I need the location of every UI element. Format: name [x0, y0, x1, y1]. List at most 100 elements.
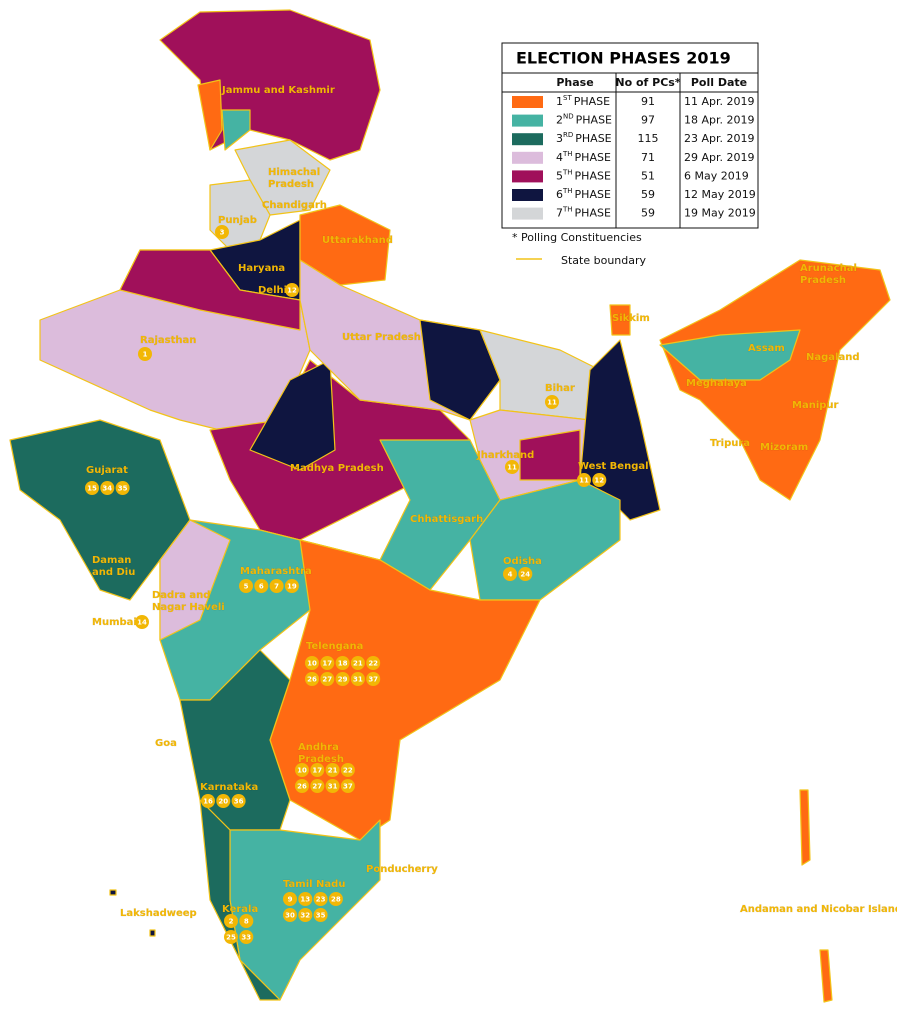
badge: [295, 763, 309, 777]
badge-number: 26: [297, 783, 307, 791]
badge-number: 28: [331, 896, 341, 904]
legend-swatch: [512, 133, 543, 146]
badge: [295, 779, 309, 793]
region: [609, 304, 631, 336]
badge: [366, 672, 381, 686]
badge: [310, 779, 325, 793]
badge-number: 31: [353, 676, 363, 684]
state-label: Arunachal: [800, 263, 857, 274]
legend-box: [501, 42, 759, 229]
state-label: Bihar: [545, 383, 575, 394]
pcs-count: 71: [641, 151, 655, 164]
badge-number: 11: [579, 477, 589, 485]
phase-word: PHASE: [574, 95, 610, 108]
region: [159, 519, 231, 641]
region: [659, 329, 801, 381]
phase-sup: TH: [562, 150, 573, 158]
badge: [577, 473, 591, 487]
badge: [335, 672, 350, 686]
state-label: Nagar Haveli: [152, 602, 225, 613]
phase-label: 5TH PHASE: [556, 168, 611, 182]
badge-number: 5: [244, 583, 249, 591]
state-label: Nagaland: [806, 352, 859, 363]
state-label: Dadra and: [152, 590, 210, 601]
state-label: Sikkim: [612, 313, 650, 324]
badge: [231, 794, 246, 808]
poll-date: 18 Apr. 2019: [684, 114, 755, 127]
badge-number: 1: [143, 351, 148, 359]
badge: [100, 481, 115, 495]
badge-number: 31: [328, 783, 338, 791]
region: [199, 799, 281, 1001]
india-map: [9, 9, 891, 1003]
badge-number: 22: [343, 767, 353, 775]
state-label: Tripura: [710, 438, 750, 449]
legend-header: No of PCs*: [615, 76, 680, 89]
state-label: Kerala: [222, 904, 258, 915]
badge: [216, 794, 231, 808]
state-label: Manipur: [792, 400, 839, 411]
badge-number: 32: [300, 912, 310, 920]
state-label: Rajasthan: [140, 335, 196, 346]
phase-number: 3: [556, 132, 563, 145]
phase-label: 3RD PHASE: [556, 131, 612, 145]
state-label: Uttar Pradesh: [342, 332, 421, 343]
region: [221, 109, 251, 151]
badge: [201, 794, 215, 808]
state-label: Pradesh: [268, 179, 314, 190]
badge-number: 13: [300, 896, 310, 904]
legend-swatch: [512, 96, 543, 108]
pcs-count: 115: [638, 132, 659, 145]
legend-swatch: [512, 114, 543, 127]
region: [379, 439, 501, 591]
phase-number: 6: [556, 188, 563, 201]
badge: [135, 615, 149, 629]
badge: [138, 347, 152, 361]
badge: [320, 656, 335, 670]
badge: [254, 579, 269, 593]
badge: [305, 656, 319, 670]
phase-sup: TH: [562, 187, 573, 195]
badge-number: 10: [307, 660, 317, 668]
state-label: Mumbai: [92, 617, 137, 628]
phase-label: 7TH PHASE: [556, 206, 611, 220]
badge: [310, 763, 325, 777]
badge-number: 27: [322, 676, 332, 684]
badge-number: 34: [102, 485, 112, 493]
region: [659, 259, 891, 501]
state-label: Chandigarh: [262, 200, 327, 211]
badge: [115, 481, 130, 495]
badge-number: 9: [288, 896, 293, 904]
badge-number: 30: [285, 912, 295, 920]
badge-number: 21: [328, 767, 338, 775]
badge: [350, 672, 365, 686]
badge: [215, 225, 229, 239]
region: [9, 419, 191, 601]
poll-date: 11 Apr. 2019: [684, 95, 755, 108]
poll-date: 12 May 2019: [684, 188, 756, 201]
legend-swatch: [512, 170, 543, 183]
poll-date: 19 May 2019: [684, 207, 756, 220]
badge: [328, 892, 343, 906]
badge: [340, 779, 355, 793]
badge-number: 17: [322, 660, 332, 668]
badge-number: 26: [307, 676, 317, 684]
badge: [284, 579, 299, 593]
state-label: Meghalaya: [686, 378, 747, 389]
state-label: Haryana: [238, 263, 285, 274]
phase-sup: ST: [563, 94, 572, 102]
phase-sup: RD: [563, 131, 573, 139]
phase-word: PHASE: [576, 114, 612, 127]
badge-number: 11: [547, 399, 557, 407]
badge: [269, 579, 284, 593]
badge-number: 8: [244, 918, 249, 926]
poll-date: 6 May 2019: [684, 169, 749, 182]
phase-label: 4TH PHASE: [556, 150, 611, 164]
badge-number: 29: [338, 676, 348, 684]
badge: [305, 672, 319, 686]
pcs-count: 51: [641, 169, 655, 182]
badge-number: 4: [508, 571, 513, 579]
state-label: Maharashtra: [240, 566, 312, 577]
badge: [283, 908, 297, 922]
badge: [340, 763, 355, 777]
